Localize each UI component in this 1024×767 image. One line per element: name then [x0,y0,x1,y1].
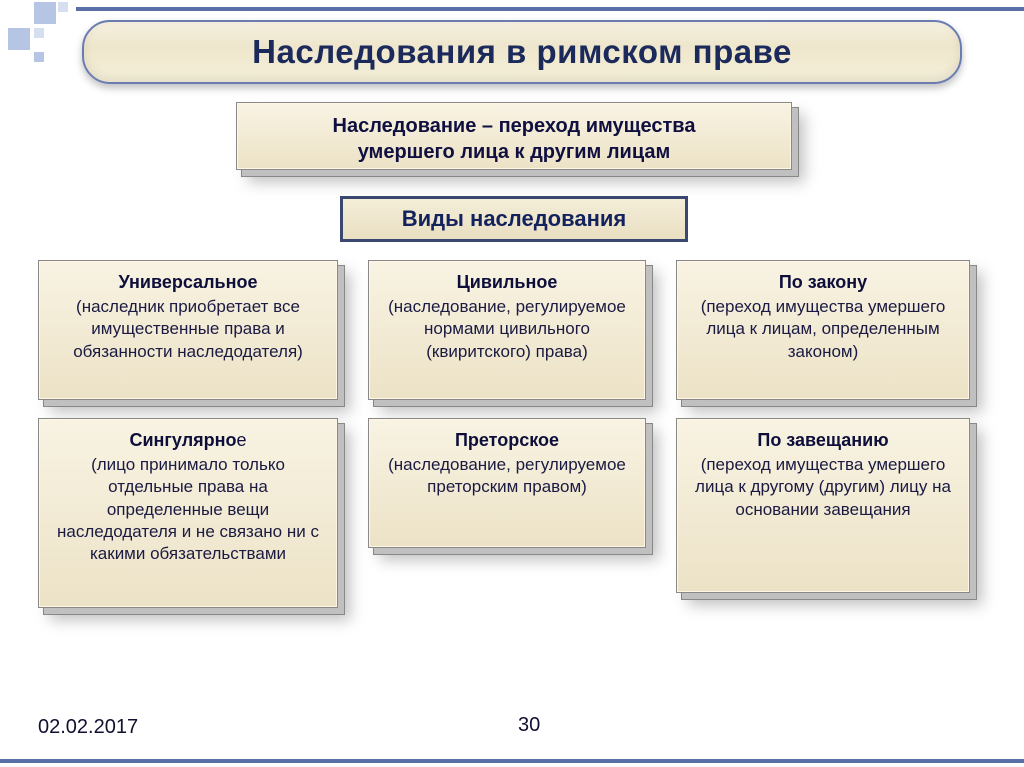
cell-universal-desc: (наследник приобретает все имущественные… [53,296,323,362]
definition-line-2: умершего лица к другим лицам [251,139,777,165]
slide-title-text: Наследования в римском праве [252,33,792,71]
definition-line-1: Наследование – переход имущества [251,113,777,139]
cell-law-title: По закону [691,271,955,294]
cell-praetor-desc: (наследование, регулируемое преторским п… [383,454,631,498]
subheader-box: Виды наследования [340,196,688,242]
definition-box: Наследование – переход имущества умершег… [236,102,792,170]
cell-testament-desc: (переход имущества умершего лица к друго… [691,454,955,520]
cell-civil-title: Цивильное [383,271,631,294]
cell-civil-desc: (наследование, регулируемое нормами циви… [383,296,631,362]
cell-praetor-title: Преторское [383,429,631,452]
top-rule [76,7,1024,11]
cell-singular-desc: (лицо принимало только отдельные права н… [53,454,323,564]
footer-page-number: 30 [518,714,540,737]
subheader-text: Виды наследования [402,206,626,232]
cell-singular: Сингулярное (лицо принимало только отдел… [38,418,338,608]
cell-praetor: Преторское (наследование, регулируемое п… [368,418,646,548]
cell-law: По закону (переход имущества умершего ли… [676,260,970,400]
cell-civil: Цивильное (наследование, регулируемое но… [368,260,646,400]
cell-universal: Универсальное (наследник приобретает все… [38,260,338,400]
cell-singular-title: Сингулярное [53,429,323,452]
footer-date: 02.02.2017 [38,716,138,739]
corner-decoration [0,0,70,70]
bottom-rule [0,759,1024,763]
cell-testament: По завещанию (переход имущества умершего… [676,418,970,593]
slide-title: Наследования в римском праве [82,20,962,84]
cell-law-desc: (переход имущества умершего лица к лицам… [691,296,955,362]
cell-testament-title: По завещанию [691,429,955,452]
cell-universal-title: Универсальное [53,271,323,294]
